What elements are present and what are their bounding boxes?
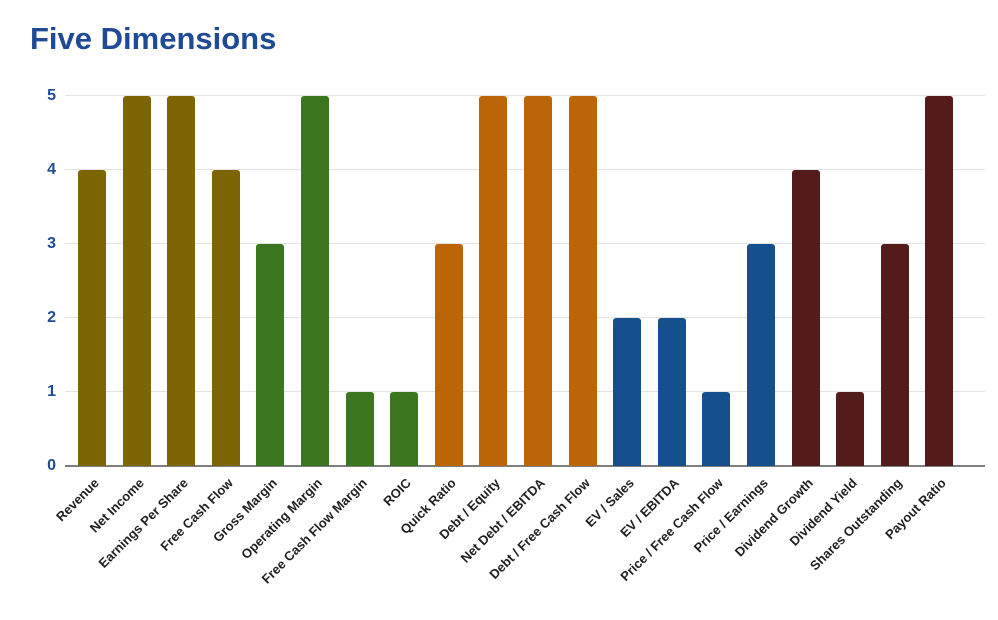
y-tick-label: 0	[47, 457, 56, 474]
bar-net-income[interactable]	[122, 96, 151, 466]
bar-debt-equity[interactable]	[479, 96, 508, 466]
y-tick-label: 5	[47, 87, 56, 104]
bar-operating-margin[interactable]	[301, 96, 329, 466]
x-axis-labels: Revenue Net Income Earnings Per Share Free …	[53, 475, 985, 616]
bar-revenue[interactable]	[78, 170, 106, 466]
chart-title: Five Dimensions	[30, 21, 277, 56]
plot-area	[65, 95, 985, 467]
bar-free-cash-flow[interactable]	[211, 170, 240, 466]
bar-dividend-growth[interactable]	[791, 170, 820, 466]
x-tick-label: Dividend Growth	[731, 475, 816, 560]
bar-ev-ebitda[interactable]	[657, 318, 686, 466]
bar-price-earnings[interactable]	[747, 244, 775, 466]
bar-ev-sales[interactable]	[613, 318, 642, 466]
y-axis: 0 1 2 3 4 5	[0, 88, 56, 474]
bar-gross-margin[interactable]	[256, 244, 285, 466]
y-tick-label: 2	[47, 309, 56, 326]
bar-dividend-yield[interactable]	[836, 392, 865, 466]
bar-debt-free-cash-flow[interactable]	[568, 96, 597, 466]
bar-net-debt-ebitda[interactable]	[524, 96, 552, 466]
x-axis-line	[65, 465, 985, 467]
y-tick-label: 1	[47, 383, 56, 400]
x-tick-label: ROIC	[380, 475, 415, 509]
bar-shares-outstanding[interactable]	[880, 244, 909, 466]
y-tick-label: 3	[47, 235, 56, 252]
x-tick-label: Net Debt / EBITDA	[457, 475, 548, 566]
bar-payout-ratio[interactable]	[925, 96, 954, 466]
bar-earnings-per-share[interactable]	[167, 96, 196, 466]
bar-free-cash-flow-margin[interactable]	[345, 392, 374, 466]
bar-roic[interactable]	[390, 392, 419, 466]
bar-price-free-cash-flow[interactable]	[702, 392, 731, 466]
y-tick-label: 4	[47, 161, 56, 178]
x-tick-label: Operating Margin	[238, 475, 325, 563]
bar-quick-ratio[interactable]	[434, 244, 463, 466]
gridline	[65, 95, 985, 96]
